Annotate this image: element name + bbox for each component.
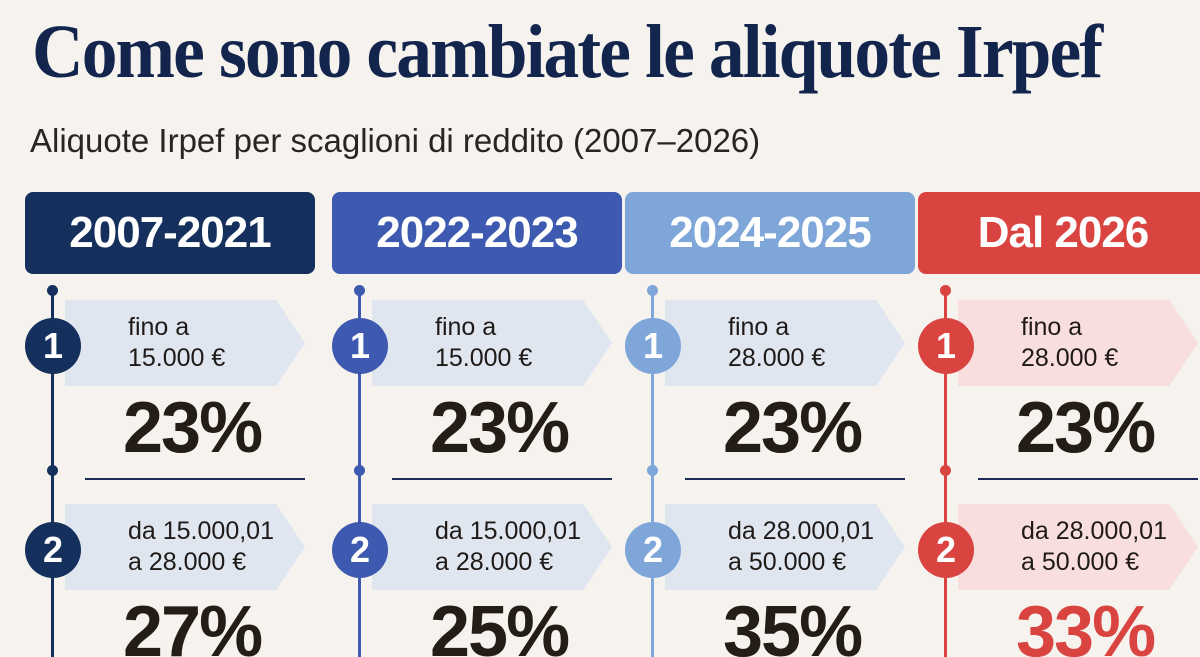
timeline-dot bbox=[47, 285, 58, 296]
bracket-number-badge: 1 bbox=[625, 318, 681, 374]
range-line: a 28.000 € bbox=[435, 548, 554, 576]
bracket-number-badge: 2 bbox=[25, 522, 81, 578]
bracket-1-box bbox=[958, 300, 1198, 386]
bracket-1-range: fino a 28.000 € bbox=[1021, 312, 1118, 374]
bracket-number-badge: 1 bbox=[25, 318, 81, 374]
bracket-2-rate: 25% bbox=[430, 592, 570, 657]
bracket-2-range: da 28.000,01 a 50.000 € bbox=[728, 516, 874, 578]
timeline-dot bbox=[647, 465, 658, 476]
range-line: a 28.000 € bbox=[128, 548, 247, 576]
range-line: 15.000 € bbox=[435, 344, 533, 372]
timeline-dot bbox=[354, 285, 365, 296]
range-line: da 28.000,01 bbox=[728, 517, 874, 545]
bracket-1-range: fino a 15.000 € bbox=[435, 312, 532, 374]
bracket-number-badge: 2 bbox=[332, 522, 388, 578]
bracket-2-range: da 15.000,01 a 28.000 € bbox=[128, 516, 274, 578]
bracket-number-badge: 1 bbox=[332, 318, 388, 374]
range-line: fino a bbox=[435, 313, 497, 341]
period-column-2024-2025: 2024-2025 1 fino a 28.000 € 23% 2 da 28.… bbox=[625, 192, 915, 657]
period-header: 2022-2023 bbox=[332, 192, 622, 274]
bracket-2-box bbox=[665, 504, 905, 590]
timeline-dot bbox=[47, 465, 58, 476]
bracket-2-rate: 35% bbox=[723, 592, 863, 657]
range-line: 28.000 € bbox=[728, 344, 826, 372]
range-line: da 15.000,01 bbox=[435, 517, 581, 545]
period-header: Dal 2026 bbox=[918, 192, 1200, 274]
divider bbox=[85, 478, 305, 480]
bracket-2-box bbox=[958, 504, 1198, 590]
divider bbox=[392, 478, 612, 480]
timeline-dot bbox=[647, 285, 658, 296]
bracket-1-rate: 23% bbox=[1016, 388, 1156, 468]
bracket-1-rate: 23% bbox=[430, 388, 570, 468]
bracket-1-range: fino a 28.000 € bbox=[728, 312, 825, 374]
timeline-dot bbox=[354, 465, 365, 476]
range-line: fino a bbox=[1021, 313, 1083, 341]
divider bbox=[685, 478, 905, 480]
range-line: da 15.000,01 bbox=[128, 517, 274, 545]
bracket-2-range: da 28.000,01 a 50.000 € bbox=[1021, 516, 1167, 578]
range-line: fino a bbox=[128, 313, 190, 341]
range-line: a 50.000 € bbox=[1021, 548, 1140, 576]
bracket-1-box bbox=[665, 300, 905, 386]
period-column-dal-2026: Dal 2026 1 fino a 28.000 € 23% 2 da 28.0… bbox=[918, 192, 1200, 657]
range-line: 15.000 € bbox=[128, 344, 226, 372]
timeline-dot bbox=[940, 285, 951, 296]
timeline-dot bbox=[940, 465, 951, 476]
range-line: da 28.000,01 bbox=[1021, 517, 1167, 545]
page-subtitle: Aliquote Irpef per scaglioni di reddito … bbox=[30, 122, 761, 159]
bracket-2-box bbox=[65, 504, 305, 590]
bracket-2-range: da 15.000,01 a 28.000 € bbox=[435, 516, 581, 578]
bracket-1-rate: 23% bbox=[723, 388, 863, 468]
range-line: fino a bbox=[728, 313, 790, 341]
period-header: 2007-2021 bbox=[25, 192, 315, 274]
bracket-number-badge: 2 bbox=[918, 522, 974, 578]
bracket-2-box bbox=[372, 504, 612, 590]
divider bbox=[978, 478, 1198, 480]
bracket-1-rate: 23% bbox=[123, 388, 263, 468]
bracket-2-rate: 27% bbox=[123, 592, 263, 657]
bracket-1-range: fino a 15.000 € bbox=[128, 312, 225, 374]
bracket-1-box bbox=[372, 300, 612, 386]
bracket-2-rate: 33% bbox=[1016, 592, 1156, 657]
bracket-number-badge: 1 bbox=[918, 318, 974, 374]
bracket-1-box bbox=[65, 300, 305, 386]
period-header: 2024-2025 bbox=[625, 192, 915, 274]
period-column-2022-2023: 2022-2023 1 fino a 15.000 € 23% 2 da 15.… bbox=[332, 192, 622, 657]
range-line: a 50.000 € bbox=[728, 548, 847, 576]
range-line: 28.000 € bbox=[1021, 344, 1119, 372]
page-title: Come sono cambiate le aliquote Irpef bbox=[32, 10, 1103, 94]
period-column-2007-2021: 2007-2021 1 fino a 15.000 € 23% 2 da 15.… bbox=[25, 192, 315, 657]
bracket-number-badge: 2 bbox=[625, 522, 681, 578]
